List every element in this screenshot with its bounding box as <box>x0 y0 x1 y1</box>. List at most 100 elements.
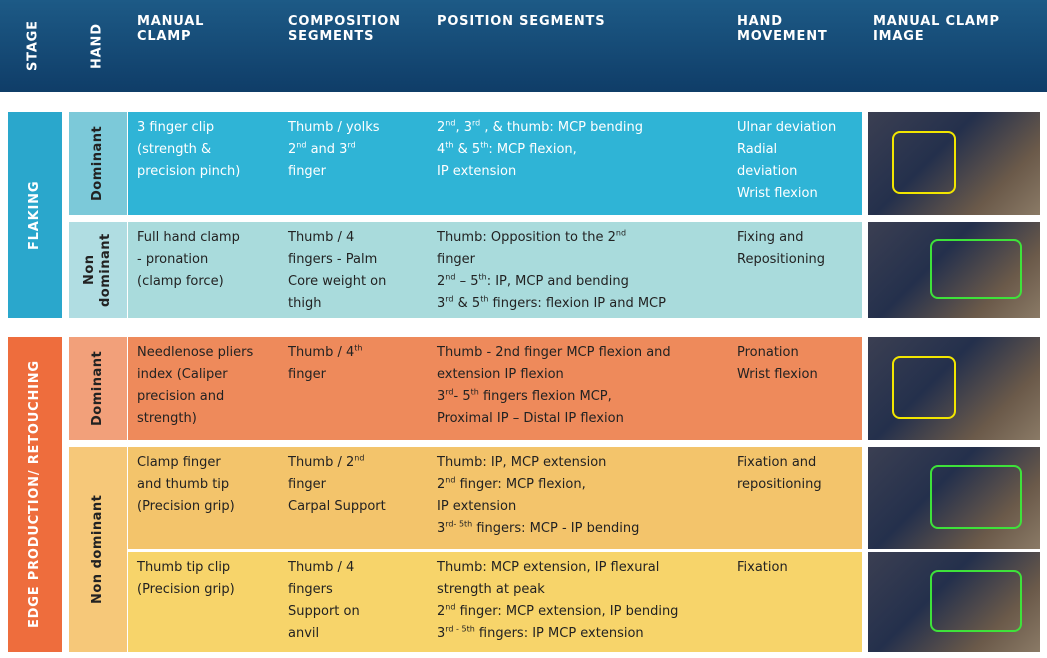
text-line: finger <box>288 474 386 496</box>
superscript: th <box>480 294 489 304</box>
text-line: 2nd and 3rd <box>288 139 380 161</box>
text: Thumb / 4 <box>288 345 355 360</box>
superscript: th <box>445 140 454 150</box>
row-bg <box>128 447 862 549</box>
clamp-photo <box>868 447 1040 549</box>
text: Thumb / 2 <box>288 455 355 470</box>
text-line: Fixation <box>737 557 788 579</box>
header-label: MANUAL CLAMP IMAGE <box>873 14 1000 44</box>
text: 3 <box>437 521 446 536</box>
row-bg <box>128 222 862 318</box>
text: fingers: MCP - IP bending <box>472 521 640 536</box>
text: Thumb: MCP extension, IP flexural <box>437 560 660 575</box>
text-line: finger <box>288 364 362 386</box>
text-line: IP extension <box>437 496 639 518</box>
highlight-box <box>892 130 956 195</box>
header-label: STAGE <box>25 20 41 72</box>
text-line: precision pinch) <box>137 161 240 183</box>
text-line: index (Caliper <box>137 364 253 386</box>
text: & 5 <box>453 296 481 311</box>
text: Support on <box>288 604 360 619</box>
text-line: extension IP flexion <box>437 364 671 386</box>
text: precision pinch) <box>137 164 241 179</box>
clamp-cell: Thumb tip clip (Precision grip) <box>137 557 235 601</box>
text-line: Thumb / 4 <box>288 557 360 579</box>
text-line: strength) <box>137 408 253 430</box>
text: Wrist flexion <box>737 186 818 201</box>
text: Thumb - 2nd finger MCP flexion and <box>437 345 671 360</box>
row-bg <box>128 112 862 215</box>
text: 2 <box>437 477 446 492</box>
text-line: (clamp force) <box>137 271 240 293</box>
text: Wrist flexion <box>737 367 818 382</box>
text: 2 <box>437 274 446 289</box>
text: Clamp finger <box>137 455 221 470</box>
text-line: Thumb - 2nd finger MCP flexion and <box>437 342 671 364</box>
clamp-cell: Needlenose pliers index (Caliper precision… <box>137 342 253 430</box>
highlight-box <box>930 465 1022 529</box>
superscript: nd <box>354 453 365 463</box>
text: – 5 <box>455 274 479 289</box>
text: , 3 <box>455 120 472 135</box>
text: strength) <box>137 411 197 426</box>
text-line: Pronation <box>737 342 818 364</box>
hand-cell: Dominant <box>69 112 127 215</box>
position-cell: 2nd, 3rd , & thumb: MCP bending 4th & 5th… <box>437 117 643 183</box>
text-line: 3rd - 5th fingers: IP MCP extension <box>437 623 678 645</box>
text-line: Wrist flexion <box>737 364 818 386</box>
text: finger <box>288 477 327 492</box>
composition-cell: Thumb / 4 fingers - Palm Core weight on thi… <box>288 227 386 315</box>
text: finger <box>288 367 327 382</box>
highlight-box <box>930 570 1022 632</box>
superscript: nd <box>445 118 456 128</box>
hand-cell: Dominant <box>69 337 127 440</box>
text-line: Radial <box>737 139 836 161</box>
text-line: Wrist flexion <box>737 183 836 205</box>
text: Thumb / 4 <box>288 230 355 245</box>
text: Radial <box>737 142 778 157</box>
superscript: rd - 5th <box>445 624 475 634</box>
text: thigh <box>288 296 322 311</box>
clamp-photo <box>868 337 1040 440</box>
hand-cell: Non dominant <box>69 447 127 652</box>
clamp-photo <box>868 112 1040 215</box>
text-line: deviation <box>737 161 836 183</box>
text: , & thumb: MCP bending <box>480 120 643 135</box>
text: finger: MCP flexion, <box>455 477 586 492</box>
superscript: th <box>354 343 363 353</box>
text-line: repositioning <box>737 474 822 496</box>
text-line: 3 finger clip <box>137 117 240 139</box>
text-line: 3rd- 5th fingers flexion MCP, <box>437 386 671 408</box>
text-line: finger <box>288 161 380 183</box>
highlight-box <box>892 355 956 420</box>
text: (Precision grip) <box>137 499 235 514</box>
text-line: Thumb / 4th <box>288 342 362 364</box>
clamp-cell: 3 finger clip (strength & precision pinch) <box>137 117 240 183</box>
superscript: th <box>478 272 487 282</box>
clamp-photo <box>868 552 1040 652</box>
text: Pronation <box>737 345 799 360</box>
text-line: 2nd finger: MCP flexion, <box>437 474 639 496</box>
text-line: and thumb tip <box>137 474 235 496</box>
superscript: nd <box>615 228 627 238</box>
text-line: 2nd finger: MCP extension, IP bending <box>437 601 678 623</box>
text: Carpal Support <box>288 499 386 514</box>
text: (strength & <box>137 142 212 157</box>
text: 2 <box>288 142 297 157</box>
text-line: anvil <box>288 623 360 645</box>
text: (clamp force) <box>137 274 224 289</box>
text: 3 <box>437 626 446 641</box>
text-line: Proximal IP – Distal IP flexion <box>437 408 671 430</box>
movement-cell: Fixation <box>737 557 788 579</box>
text: IP extension <box>437 164 517 179</box>
text: and thumb tip <box>137 477 230 492</box>
text-line: Thumb / 2nd <box>288 452 386 474</box>
text: 2 <box>437 120 446 135</box>
text: repositioning <box>737 477 822 492</box>
text: Thumb tip clip <box>137 560 231 575</box>
text-line: Thumb: MCP extension, IP flexural <box>437 557 678 579</box>
superscript: rd <box>445 387 454 397</box>
text: 3 <box>437 389 446 404</box>
header-label: COMPOSITION SEGMENTS <box>288 14 401 44</box>
